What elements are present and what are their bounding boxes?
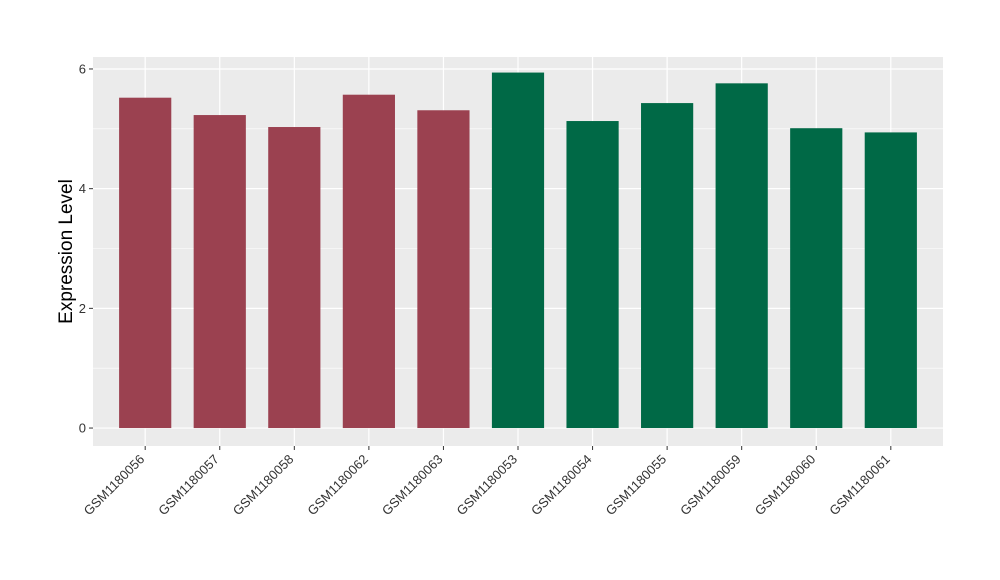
bars [119, 72, 917, 429]
x-tick-label: GSM1180059 [677, 452, 744, 519]
bar [790, 128, 843, 429]
bar [417, 110, 470, 429]
x-tick-label: GSM1180058 [230, 452, 297, 519]
bar [193, 115, 246, 429]
x-tick-label: GSM1180062 [304, 452, 371, 519]
bar [715, 83, 768, 429]
bar [641, 103, 694, 429]
x-tick-label: GSM1180053 [453, 452, 520, 519]
x-tick-label: GSM1180055 [603, 452, 670, 519]
x-tick-label: GSM1180057 [155, 452, 222, 519]
x-tick-label: GSM1180054 [528, 452, 595, 519]
bar [566, 121, 619, 429]
x-axis: GSM1180056 GSM1180057 GSM1180058 GSM1180062… [81, 446, 893, 518]
x-tick-label: GSM1180061 [826, 452, 893, 519]
y-tick-label: 2 [79, 301, 86, 316]
y-tick-label: 4 [79, 181, 86, 196]
bar [119, 97, 172, 429]
bar [491, 72, 545, 429]
bar [268, 127, 321, 429]
y-tick-label: 6 [79, 61, 86, 76]
x-tick-label: GSM1180056 [81, 452, 148, 519]
bar [342, 94, 395, 429]
y-tick-label: 0 [79, 421, 86, 436]
bar [864, 132, 917, 429]
x-tick-label: GSM1180060 [752, 452, 819, 519]
y-axis: 0 2 4 6 [79, 61, 93, 436]
y-axis-title: Expression Level [56, 179, 77, 324]
x-tick-label: GSM1180063 [379, 452, 446, 519]
